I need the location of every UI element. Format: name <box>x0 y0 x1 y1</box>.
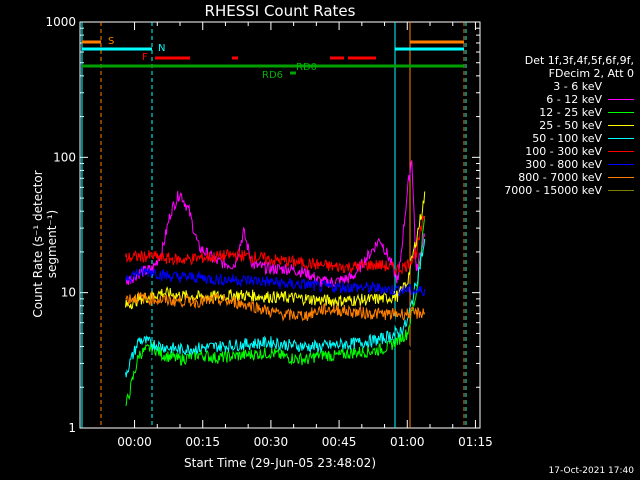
legend-rows: 3 - 6 keV 6 - 12 keV 12 - 25 keV 25 - 50 ke… <box>484 80 634 197</box>
legend-header-line-1: Det 1f,3f,4f,5f,6f,9f, <box>524 54 634 67</box>
legend-entry: 3 - 6 keV <box>484 80 634 93</box>
legend-entry: 6 - 12 keV <box>484 93 634 106</box>
legend-entry-label: 7000 - 15000 keV <box>504 184 602 197</box>
x-tick-label: 00:45 <box>322 435 357 449</box>
x-tick-label: 01:15 <box>458 435 493 449</box>
series-line-4 <box>125 238 426 378</box>
legend-entry: 12 - 25 keV <box>484 106 634 119</box>
chart-title: RHESSI Count Rates <box>204 2 356 20</box>
legend-entry-label: 800 - 7000 keV <box>518 171 602 184</box>
y-tick-label: 10 <box>61 286 76 300</box>
legend-entry-label: 3 - 6 keV <box>553 80 602 93</box>
x-tick-label: 00:00 <box>117 435 152 449</box>
legend-header-line-2: FDecim 2, Att 0 <box>548 67 634 80</box>
annotation-label-n: N <box>158 43 165 54</box>
legend-entry: 50 - 100 keV <box>484 132 634 145</box>
series-line-6 <box>125 266 426 297</box>
legend-entry-label: 50 - 100 keV <box>532 132 602 145</box>
legend-entry: 7000 - 15000 keV <box>484 184 634 197</box>
x-axis-label: Start Time (29-Jun-05 23:48:02) <box>184 456 376 470</box>
legend-swatch <box>608 99 634 100</box>
legend-entry: 100 - 300 keV <box>484 145 634 158</box>
annotation-label-rd6: RD6 <box>262 70 283 81</box>
legend-swatch <box>608 177 634 178</box>
legend-entry-label: 100 - 300 keV <box>525 145 602 158</box>
annotation-label-s: S <box>108 36 114 47</box>
series-line-5 <box>125 215 426 276</box>
y-tick-label: 1000 <box>45 15 76 29</box>
plot-frame <box>79 21 481 429</box>
series-line-2 <box>125 215 426 406</box>
legend-swatch <box>608 112 634 113</box>
x-tick-label: 01:00 <box>390 435 425 449</box>
legend-swatch <box>608 138 634 139</box>
x-tick-label: 00:30 <box>254 435 289 449</box>
y-tick-label: 100 <box>53 150 76 164</box>
series-line-3 <box>125 191 426 310</box>
annotation-label-f: F <box>142 52 148 63</box>
y-tick-label: 1 <box>68 421 76 435</box>
x-tick-label: 00:15 <box>185 435 220 449</box>
series-line-7 <box>125 290 426 322</box>
legend: Det 1f,3f,4f,5f,6f,9f, FDecim 2, Att 0 3… <box>484 54 634 197</box>
legend-entry: 300 - 800 keV <box>484 158 634 171</box>
legend-swatch <box>608 125 634 126</box>
legend-swatch <box>608 86 634 87</box>
timestamp-footer: 17-Oct-2021 17:40 <box>548 466 634 476</box>
legend-swatch <box>608 190 634 191</box>
legend-entry-label: 6 - 12 keV <box>546 93 602 106</box>
legend-entry-label: 25 - 50 keV <box>539 119 602 132</box>
legend-entry-label: 300 - 800 keV <box>525 158 602 171</box>
y-axis-label: Count Rate (s⁻¹ detector segment⁻¹) <box>31 170 59 318</box>
annotation-label-rd0: RD0 <box>296 62 317 73</box>
legend-entry: 800 - 7000 keV <box>484 171 634 184</box>
legend-swatch <box>608 151 634 152</box>
legend-swatch <box>608 164 634 165</box>
series-line-1 <box>125 160 426 288</box>
legend-entry: 25 - 50 keV <box>484 119 634 132</box>
legend-entry-label: 12 - 25 keV <box>539 106 602 119</box>
